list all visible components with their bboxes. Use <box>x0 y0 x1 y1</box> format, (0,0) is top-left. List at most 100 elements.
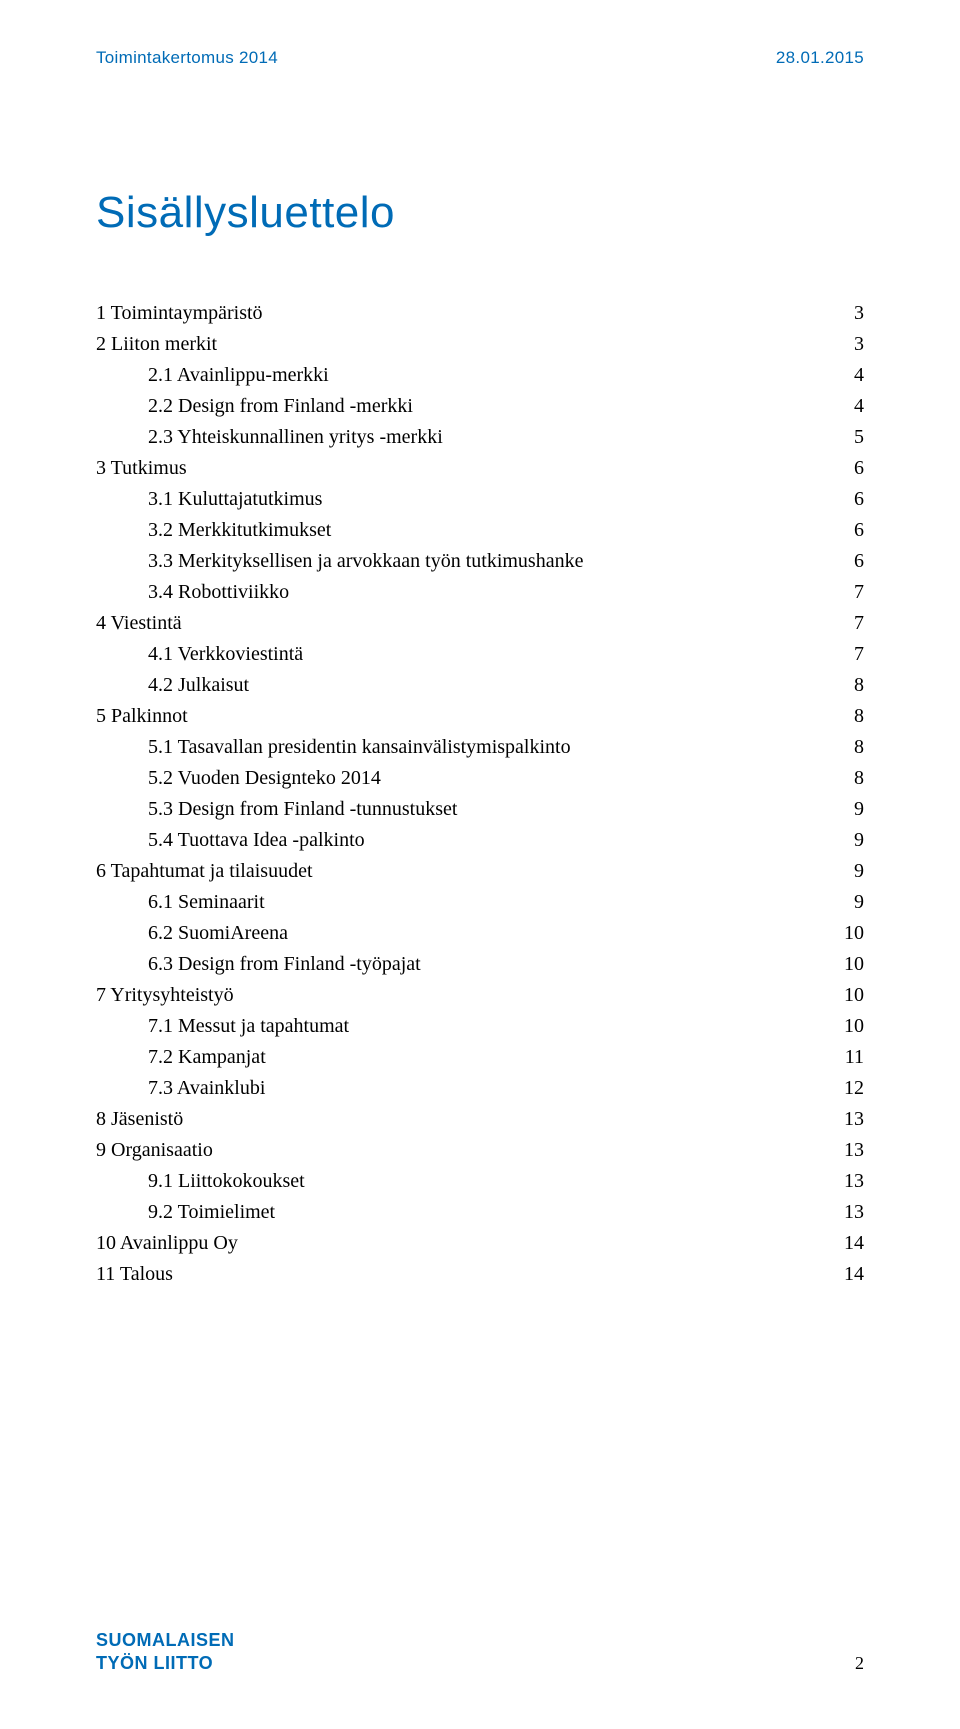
toc-row: 1 Toimintaympäristö3 <box>96 298 864 329</box>
toc-label: 3.1 Kuluttajatutkimus <box>96 484 834 515</box>
toc-label: 7 Yritysyhteistyö <box>96 980 828 1011</box>
toc-page: 4 <box>834 360 864 391</box>
page-footer: SUOMALAISEN TYÖN LIITTO 2 <box>96 1629 864 1674</box>
toc-row: 5.2 Vuoden Designteko 20148 <box>96 763 864 794</box>
toc-label: 10 Avainlippu Oy <box>96 1228 828 1259</box>
toc-page: 9 <box>834 856 864 887</box>
toc-page: 13 <box>828 1135 864 1166</box>
toc-label: 3.4 Robottiviikko <box>96 577 834 608</box>
page-title: Sisällysluettelo <box>96 188 864 238</box>
toc-label: 5.2 Vuoden Designteko 2014 <box>96 763 834 794</box>
toc-page: 8 <box>834 701 864 732</box>
toc-label: 4.1 Verkkoviestintä <box>96 639 834 670</box>
toc-label: 9.2 Toimielimet <box>96 1197 828 1228</box>
toc-page: 4 <box>834 391 864 422</box>
toc-row: 8 Jäsenistö13 <box>96 1104 864 1135</box>
toc-label: 5.1 Tasavallan presidentin kansainvälist… <box>96 732 834 763</box>
toc-page: 5 <box>834 422 864 453</box>
toc-label: 2.1 Avainlippu-merkki <box>96 360 834 391</box>
toc-page: 9 <box>834 825 864 856</box>
toc-page: 11 <box>829 1042 864 1073</box>
header-right: 28.01.2015 <box>776 48 864 68</box>
toc-row: 7.1 Messut ja tapahtumat10 <box>96 1011 864 1042</box>
toc-row: 7.2 Kampanjat11 <box>96 1042 864 1073</box>
toc-page: 13 <box>828 1166 864 1197</box>
toc-row: 9.1 Liittokokoukset13 <box>96 1166 864 1197</box>
toc-label: 8 Jäsenistö <box>96 1104 828 1135</box>
toc-page: 9 <box>834 887 864 918</box>
toc-page: 3 <box>834 298 864 329</box>
toc-row: 3.2 Merkkitutkimukset6 <box>96 515 864 546</box>
toc-row: 9 Organisaatio13 <box>96 1135 864 1166</box>
toc-row: 4 Viestintä7 <box>96 608 864 639</box>
toc-page: 14 <box>828 1259 864 1290</box>
toc-page: 3 <box>834 329 864 360</box>
footer-page-number: 2 <box>855 1653 864 1674</box>
toc-page: 12 <box>828 1073 864 1104</box>
toc-row: 10 Avainlippu Oy14 <box>96 1228 864 1259</box>
toc-row: 7 Yritysyhteistyö10 <box>96 980 864 1011</box>
toc-row: 2.2 Design from Finland -merkki4 <box>96 391 864 422</box>
toc-label: 5 Palkinnot <box>96 701 834 732</box>
toc-label: 9.1 Liittokokoukset <box>96 1166 828 1197</box>
table-of-contents: 1 Toimintaympäristö32 Liiton merkit32.1 … <box>96 298 864 1290</box>
toc-page: 6 <box>834 484 864 515</box>
toc-row: 3 Tutkimus6 <box>96 453 864 484</box>
toc-label: 4 Viestintä <box>96 608 834 639</box>
toc-row: 6.3 Design from Finland -työpajat10 <box>96 949 864 980</box>
toc-row: 6.1 Seminaarit9 <box>96 887 864 918</box>
toc-page: 6 <box>834 453 864 484</box>
toc-row: 4.2 Julkaisut8 <box>96 670 864 701</box>
toc-row: 7.3 Avainklubi12 <box>96 1073 864 1104</box>
toc-label: 6 Tapahtumat ja tilaisuudet <box>96 856 834 887</box>
toc-row: 9.2 Toimielimet13 <box>96 1197 864 1228</box>
toc-label: 7.2 Kampanjat <box>96 1042 829 1073</box>
document-page: Toimintakertomus 2014 28.01.2015 Sisälly… <box>0 0 960 1729</box>
toc-row: 2.3 Yhteiskunnallinen yritys -merkki5 <box>96 422 864 453</box>
toc-row: 5 Palkinnot8 <box>96 701 864 732</box>
toc-page: 6 <box>834 546 864 577</box>
toc-label: 5.3 Design from Finland -tunnustukset <box>96 794 834 825</box>
toc-row: 11 Talous14 <box>96 1259 864 1290</box>
footer-logo: SUOMALAISEN TYÖN LIITTO <box>96 1629 235 1674</box>
toc-label: 2 Liiton merkit <box>96 329 834 360</box>
toc-label: 6.3 Design from Finland -työpajat <box>96 949 828 980</box>
toc-page: 8 <box>834 763 864 794</box>
toc-page: 8 <box>834 670 864 701</box>
toc-page: 13 <box>828 1104 864 1135</box>
toc-label: 11 Talous <box>96 1259 828 1290</box>
toc-label: 9 Organisaatio <box>96 1135 828 1166</box>
toc-page: 10 <box>828 949 864 980</box>
toc-row: 3.1 Kuluttajatutkimus6 <box>96 484 864 515</box>
toc-label: 3.3 Merkityksellisen ja arvokkaan työn t… <box>96 546 834 577</box>
footer-logo-line2: TYÖN LIITTO <box>96 1652 235 1675</box>
toc-label: 1 Toimintaympäristö <box>96 298 834 329</box>
toc-page: 7 <box>834 577 864 608</box>
toc-label: 7.1 Messut ja tapahtumat <box>96 1011 828 1042</box>
footer-logo-line1: SUOMALAISEN <box>96 1629 235 1652</box>
toc-page: 10 <box>828 980 864 1011</box>
toc-page: 7 <box>834 639 864 670</box>
toc-page: 7 <box>834 608 864 639</box>
toc-label: 4.2 Julkaisut <box>96 670 834 701</box>
toc-row: 5.1 Tasavallan presidentin kansainvälist… <box>96 732 864 763</box>
toc-page: 8 <box>834 732 864 763</box>
toc-label: 5.4 Tuottava Idea -palkinto <box>96 825 834 856</box>
toc-row: 2.1 Avainlippu-merkki4 <box>96 360 864 391</box>
header-left: Toimintakertomus 2014 <box>96 48 278 68</box>
toc-row: 2 Liiton merkit3 <box>96 329 864 360</box>
toc-row: 3.3 Merkityksellisen ja arvokkaan työn t… <box>96 546 864 577</box>
toc-label: 6.1 Seminaarit <box>96 887 834 918</box>
toc-page: 13 <box>828 1197 864 1228</box>
toc-row: 6 Tapahtumat ja tilaisuudet9 <box>96 856 864 887</box>
toc-label: 2.2 Design from Finland -merkki <box>96 391 834 422</box>
toc-page: 6 <box>834 515 864 546</box>
toc-label: 3.2 Merkkitutkimukset <box>96 515 834 546</box>
toc-page: 9 <box>834 794 864 825</box>
toc-row: 6.2 SuomiAreena10 <box>96 918 864 949</box>
toc-row: 5.3 Design from Finland -tunnustukset9 <box>96 794 864 825</box>
toc-row: 4.1 Verkkoviestintä7 <box>96 639 864 670</box>
toc-label: 7.3 Avainklubi <box>96 1073 828 1104</box>
toc-page: 10 <box>828 1011 864 1042</box>
toc-page: 14 <box>828 1228 864 1259</box>
